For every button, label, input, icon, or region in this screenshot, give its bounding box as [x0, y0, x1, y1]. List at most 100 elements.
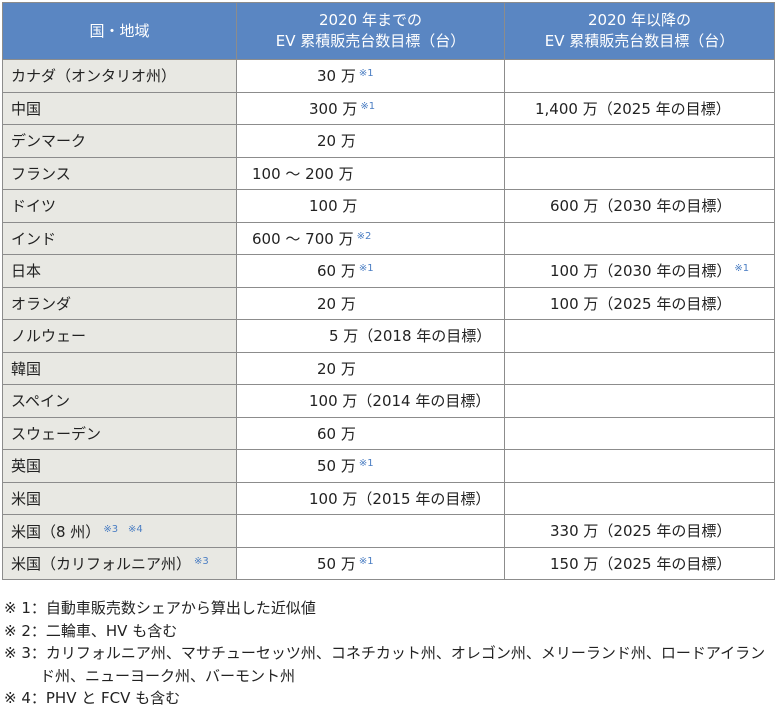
target-after-2020-cell: [504, 416, 775, 450]
target-value: 100 万（2025 年の目標）: [550, 294, 732, 313]
target-value: 330 万（2025 年の目標）: [550, 522, 732, 541]
country-name: ドイツ: [11, 197, 57, 216]
target-value: 60 万: [317, 262, 356, 281]
table-row: オランダ 20 万 100 万（2025 年の目標）: [2, 286, 775, 320]
footnote-2: ※ 2：二輪車、HV も含む: [4, 621, 178, 640]
footnote-marker: ※2: [356, 230, 372, 242]
target-after-2020-cell: [504, 59, 775, 93]
country-cell: スウェーデン: [2, 416, 237, 450]
country-cell: デンマーク: [2, 124, 237, 158]
target-after-2020-cell: [504, 449, 775, 483]
country-cell: 韓国: [2, 351, 237, 385]
table-row: 米国 100 万（2015 年の目標）: [2, 481, 775, 515]
target-value: 30 万: [317, 67, 356, 86]
table-row: スペイン 100 万（2014 年の目標）: [2, 384, 775, 418]
target-until-2020-cell: 20 万: [236, 286, 505, 320]
target-value: 100 万: [309, 197, 358, 216]
table-row: 米国（カリフォルニア州） ※3 50 万 ※1 150 万（2025 年の目標）: [2, 546, 775, 580]
table-row: 米国（8 州） ※3 ※4 330 万（2025 年の目標）: [2, 514, 775, 548]
target-after-2020-cell: 150 万（2025 年の目標）: [504, 546, 775, 580]
table-header-row: 国・地域 2020 年までの EV 累積販売台数目標（台） 2020 年以降の …: [2, 2, 775, 60]
table-row: デンマーク 20 万: [2, 124, 775, 158]
table-row: カナダ（オンタリオ州） 30 万 ※1: [2, 59, 775, 93]
target-after-2020-cell: [504, 384, 775, 418]
target-value: 100 万（2030 年の目標）: [550, 262, 732, 281]
target-after-2020-cell: 100 万（2030 年の目標） ※1: [504, 254, 775, 288]
header-target-after-2020: 2020 年以降の EV 累積販売台数目標（台）: [504, 2, 775, 60]
target-until-2020-cell: 100 万: [236, 189, 505, 223]
country-cell: 日本: [2, 254, 237, 288]
footnote-marker: ※1: [358, 555, 374, 567]
target-value: 1,400 万（2025 年の目標）: [535, 99, 731, 118]
country-cell: オランダ: [2, 286, 237, 320]
target-after-2020-cell: 1,400 万（2025 年の目標）: [504, 91, 775, 125]
target-until-2020-cell: 20 万: [236, 124, 505, 158]
footnote-marker: ※1: [358, 458, 374, 470]
country-name: デンマーク: [11, 132, 87, 151]
target-until-2020-cell: 20 万: [236, 351, 505, 385]
target-after-2020-cell: [504, 351, 775, 385]
target-after-2020-cell: 600 万（2030 年の目標）: [504, 189, 775, 223]
target-until-2020-cell: 600 ～ 700 万 ※2: [236, 221, 505, 255]
target-after-2020-cell: 100 万（2025 年の目標）: [504, 286, 775, 320]
country-name: 米国（8 州）: [11, 522, 101, 541]
country-cell: フランス: [2, 156, 237, 190]
country-name: 中国: [11, 99, 42, 118]
country-cell: 中国: [2, 91, 237, 125]
country-name: 米国（カリフォルニア州）: [11, 554, 192, 573]
country-cell: 米国（8 州） ※3 ※4: [2, 514, 237, 548]
header-target-until-2020: 2020 年までの EV 累積販売台数目標（台）: [236, 2, 505, 60]
target-value: 50 万: [317, 457, 356, 476]
target-value: 20 万: [317, 359, 356, 378]
footnote-marker: ※1: [734, 263, 750, 275]
target-value: 100 ～ 200 万: [252, 164, 354, 183]
table-row: 韓国 20 万: [2, 351, 775, 385]
target-after-2020-cell: [504, 124, 775, 158]
country-cell: 米国（カリフォルニア州） ※3: [2, 546, 237, 580]
footnote-marker: ※3: [194, 555, 209, 567]
target-value: 600 ～ 700 万: [252, 229, 354, 248]
table-row: ドイツ 100 万 600 万（2030 年の目標）: [2, 189, 775, 223]
footnote-3-continued: ド州、ニューヨーク州、バーモント州: [40, 666, 296, 685]
target-value: 100 万（2015 年の目標）: [309, 489, 491, 508]
target-after-2020-cell: [504, 481, 775, 515]
target-until-2020-cell: [236, 514, 505, 548]
footnote-marker: ※1: [358, 68, 374, 80]
target-value: 150 万（2025 年の目標）: [550, 554, 732, 573]
country-cell: スペイン: [2, 384, 237, 418]
target-value: 60 万: [317, 424, 356, 443]
table-row: スウェーデン 60 万: [2, 416, 775, 450]
target-value: 5 万（2018 年の目標）: [329, 327, 492, 346]
country-name: ノルウェー: [11, 327, 87, 346]
country-cell: 米国: [2, 481, 237, 515]
table-row: 英国 50 万 ※1: [2, 449, 775, 483]
country-name: インド: [11, 229, 57, 248]
target-until-2020-cell: 50 万 ※1: [236, 546, 505, 580]
target-value: 20 万: [317, 132, 356, 151]
country-name: 日本: [11, 262, 42, 281]
footnote-marker: ※3 ※4: [103, 523, 143, 535]
footnote-marker: ※1: [358, 263, 374, 275]
target-until-2020-cell: 100 ～ 200 万: [236, 156, 505, 190]
footnote-marker: ※1: [360, 100, 376, 112]
table-row: インド 600 ～ 700 万 ※2: [2, 221, 775, 255]
country-cell: 英国: [2, 449, 237, 483]
table-row: 中国 300 万 ※1 1,400 万（2025 年の目標）: [2, 91, 775, 125]
target-value: 300 万: [309, 99, 358, 118]
country-name: 英国: [11, 457, 42, 476]
table-row: 日本 60 万 ※1 100 万（2030 年の目標） ※1: [2, 254, 775, 288]
header-col2-line2: EV 累積販売台数目標（台）: [275, 32, 466, 50]
header-country: 国・地域: [2, 2, 237, 60]
target-value: 50 万: [317, 554, 356, 573]
country-name: フランス: [11, 164, 71, 183]
country-cell: カナダ（オンタリオ州）: [2, 59, 237, 93]
target-value: 100 万（2014 年の目標）: [309, 392, 491, 411]
country-cell: ドイツ: [2, 189, 237, 223]
country-name: 韓国: [11, 359, 42, 378]
target-after-2020-cell: [504, 319, 775, 353]
table-row: ノルウェー 5 万（2018 年の目標）: [2, 319, 775, 353]
target-after-2020-cell: 330 万（2025 年の目標）: [504, 514, 775, 548]
table-row: フランス 100 ～ 200 万: [2, 156, 775, 190]
header-col3-line2: EV 累積販売台数目標（台）: [544, 32, 735, 50]
